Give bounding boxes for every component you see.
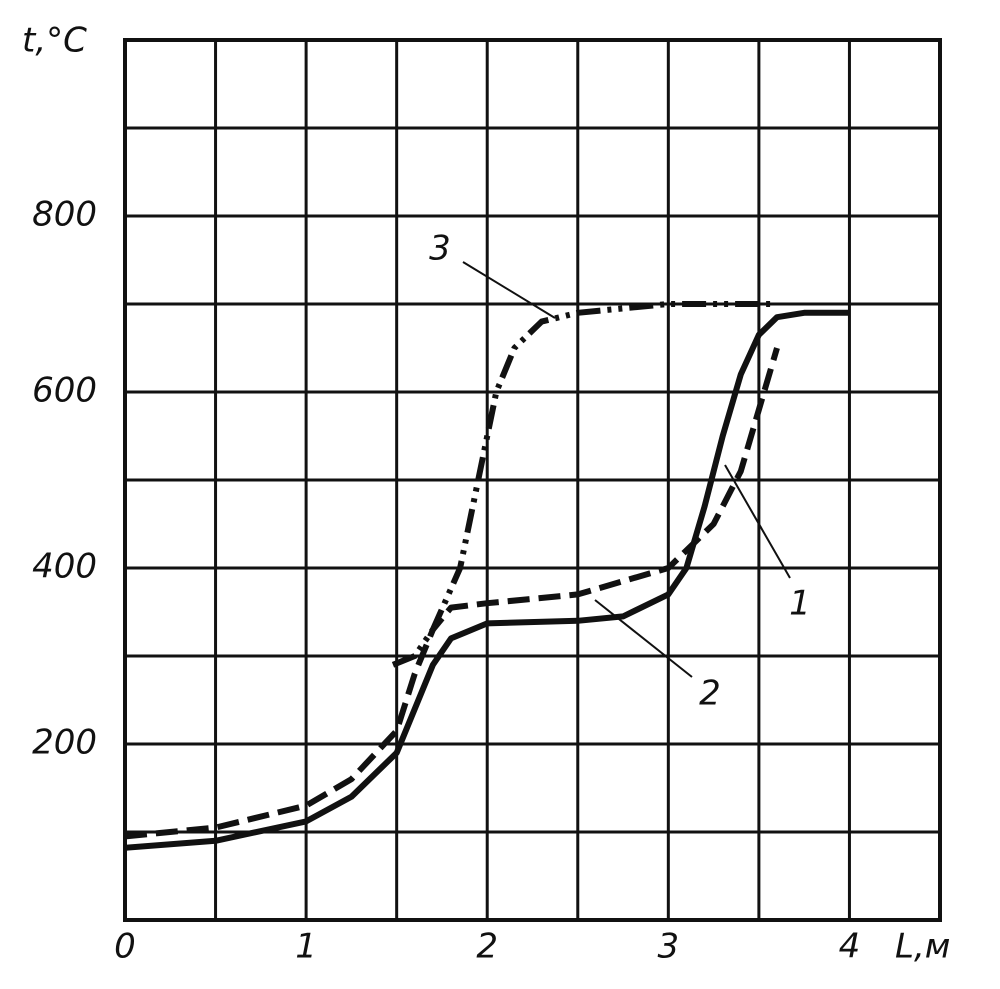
leader-line [462,261,556,319]
leader-line [594,599,693,678]
line-series [124,347,780,840]
line-series [124,309,850,851]
y-tick-label: 800 [32,195,97,235]
x-tick-label: 3 [658,927,680,967]
line-series [391,301,777,668]
leader-line [724,464,791,579]
x-tick-label: 4 [839,927,861,967]
x-tick-label: 0 [114,927,136,967]
y-tick-label: 400 [32,547,97,587]
y-tick-label: 600 [32,371,97,411]
series-label: 3 [429,229,451,269]
y-tick-label: 200 [32,723,97,763]
y-axis-label: t,°C [22,21,87,61]
x-axis-label: L,м [895,927,950,967]
x-tick-label: 2 [476,927,498,967]
x-tick-label: 1 [295,927,317,967]
series-label: 2 [699,674,721,714]
series-label: 1 [789,584,811,624]
